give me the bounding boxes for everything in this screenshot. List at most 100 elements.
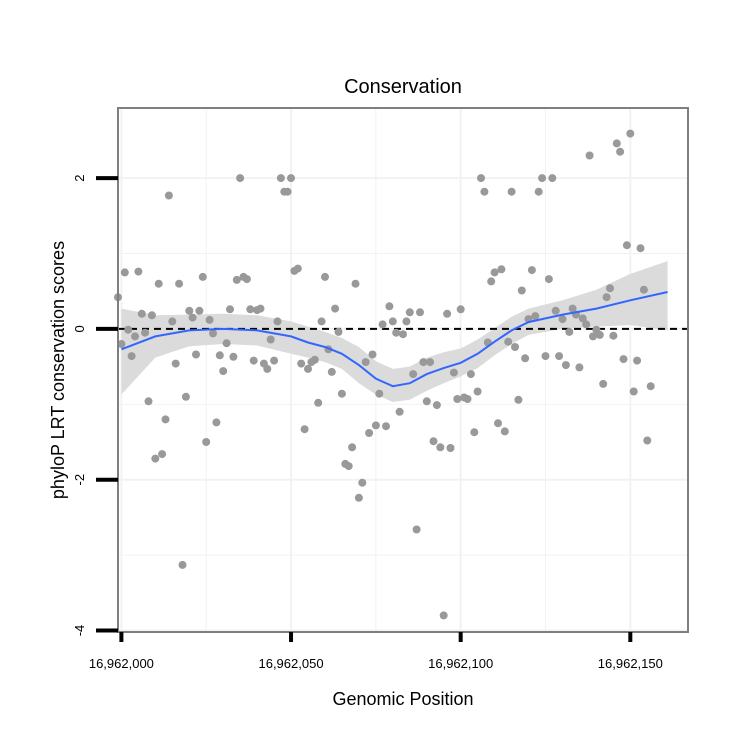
- data-point: [609, 331, 618, 340]
- data-point: [538, 174, 547, 183]
- data-point: [164, 191, 173, 200]
- data-point: [595, 330, 604, 339]
- data-point: [158, 450, 167, 459]
- data-point: [412, 525, 421, 534]
- data-point: [606, 284, 614, 293]
- data-point: [371, 421, 380, 430]
- data-point: [266, 335, 275, 344]
- data-point: [283, 187, 292, 196]
- data-point: [466, 370, 475, 379]
- data-point: [436, 443, 445, 452]
- data-point: [487, 277, 496, 286]
- data-point: [626, 129, 635, 138]
- data-point: [622, 241, 631, 250]
- data-point: [378, 320, 387, 329]
- smooth-line-group: [121, 291, 668, 388]
- y-tick-label: -4: [72, 625, 87, 637]
- data-point: [639, 285, 648, 294]
- data-point: [514, 395, 523, 404]
- data-point: [551, 306, 560, 315]
- data-point: [463, 395, 472, 403]
- x-tick-label: 16,962,100: [428, 656, 493, 671]
- data-point: [232, 275, 241, 284]
- data-point: [527, 266, 536, 275]
- data-point: [195, 306, 204, 315]
- data-point: [222, 339, 231, 348]
- x-tick-label: 16,962,150: [598, 656, 663, 671]
- y-tick-label: -2: [72, 474, 87, 486]
- data-point: [517, 286, 526, 295]
- data-point: [141, 328, 150, 337]
- data-point: [242, 275, 251, 284]
- data-point: [633, 356, 642, 365]
- data-point: [449, 368, 458, 377]
- data-point: [287, 174, 295, 183]
- data-point: [317, 317, 326, 326]
- data-point: [226, 305, 234, 314]
- data-point: [534, 187, 543, 196]
- data-point: [599, 379, 608, 388]
- data-point: [405, 308, 414, 317]
- data-point: [432, 401, 441, 410]
- data-point: [192, 350, 200, 359]
- data-point: [388, 317, 397, 326]
- data-point: [134, 267, 143, 276]
- data-point: [426, 358, 435, 367]
- data-point: [402, 317, 411, 326]
- data-point: [629, 387, 638, 396]
- data-point: [249, 356, 258, 365]
- x-tick-label: 16,962,050: [258, 656, 323, 671]
- data-point: [385, 302, 394, 311]
- data-point: [439, 611, 448, 620]
- data-point: [446, 444, 455, 452]
- data-point: [497, 265, 506, 274]
- data-point: [117, 340, 126, 348]
- data-point: [188, 313, 197, 322]
- data-point: [409, 370, 418, 379]
- data-point: [578, 314, 587, 323]
- data-point: [168, 317, 177, 326]
- data-point: [365, 429, 374, 437]
- data-point: [422, 397, 431, 406]
- data-point: [144, 397, 153, 406]
- data-point: [548, 174, 557, 183]
- data-point: [589, 332, 597, 341]
- data-point: [236, 174, 245, 183]
- data-point: [124, 325, 133, 334]
- data-point: [175, 279, 184, 288]
- data-point: [178, 560, 187, 569]
- data-point: [619, 355, 628, 364]
- data-point: [643, 436, 652, 445]
- data-point: [263, 364, 272, 373]
- data-point: [507, 187, 516, 196]
- data-point: [348, 443, 357, 452]
- data-point: [354, 493, 363, 502]
- grid-lines: [118, 108, 688, 632]
- x-axis-ticks: 16,962,000 16,962,050 16,962,100 16,962,150: [89, 632, 663, 671]
- data-point: [456, 305, 465, 314]
- data-point: [585, 151, 594, 160]
- data-point: [161, 415, 170, 424]
- data-point: [276, 174, 285, 183]
- data-point: [375, 389, 384, 398]
- data-point: [147, 311, 156, 320]
- data-point: [392, 328, 401, 337]
- data-point: [202, 438, 211, 446]
- data-point: [470, 428, 479, 437]
- confidence-ribbon: [121, 261, 668, 402]
- data-point: [602, 293, 611, 302]
- data-point: [558, 315, 567, 324]
- data-point: [300, 425, 309, 434]
- data-point: [361, 358, 370, 367]
- data-point: [219, 367, 228, 376]
- data-point: [416, 308, 424, 317]
- data-point: [246, 305, 255, 314]
- smooth-trend-line: [121, 291, 668, 388]
- data-point: [205, 315, 214, 324]
- data-point: [453, 395, 462, 403]
- data-point: [494, 419, 502, 428]
- data-point: [185, 306, 194, 315]
- data-point: [429, 437, 438, 446]
- data-point: [568, 304, 577, 313]
- data-point: [293, 264, 302, 273]
